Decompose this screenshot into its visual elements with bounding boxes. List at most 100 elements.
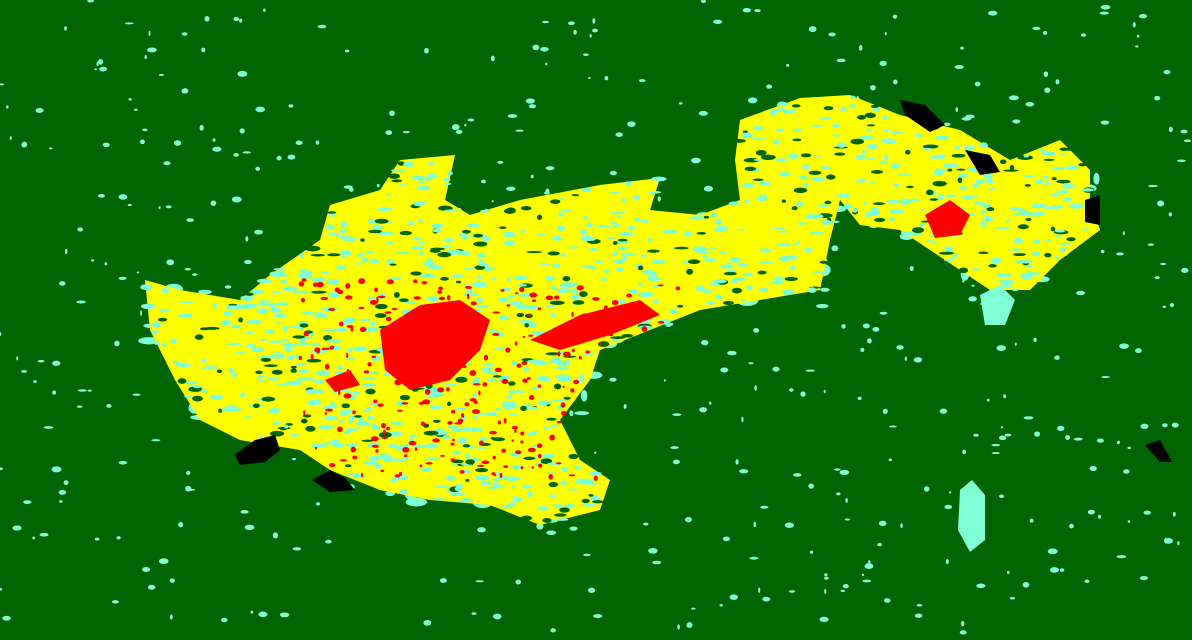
mottling-patch [241,303,258,308]
low-severity-speck [1169,303,1175,308]
mottling-patch [423,430,439,436]
high-severity-speck [469,398,477,402]
low-severity-speck [224,285,232,289]
mottling-patch [508,301,523,306]
low-severity-speck [102,142,110,148]
mottling-patch [742,130,749,134]
mottling-patch [574,465,582,470]
mottling-patch [901,202,907,206]
low-severity-speck [862,579,872,583]
mottling-patch [801,175,808,179]
low-severity-speck [592,28,598,33]
high-severity-speck [371,444,379,448]
mottling-patch [793,128,803,133]
mottling-patch [947,168,953,172]
low-severity-speck [128,98,132,101]
mottling-patch [455,376,468,383]
mottling-patch [1061,183,1076,189]
mottling-patch [790,255,797,260]
high-severity-speck [501,448,507,453]
low-severity-speck [663,379,666,382]
high-severity-speck [450,458,456,462]
low-severity-speck [1089,465,1097,472]
low-severity-speck [467,118,475,122]
low-severity-speck [1100,4,1111,10]
mottling-patch [982,217,995,222]
high-severity-speck [428,351,434,356]
low-severity-speck [1029,518,1034,523]
mottling-patch [927,239,933,243]
mottling-patch [744,166,756,172]
mottling-patch [338,419,343,424]
high-severity-speck [428,331,437,335]
high-severity-speck [312,282,318,287]
low-severity-speck [670,446,679,450]
mottling-patch [411,246,424,250]
mottling-patch [719,250,728,254]
mottling-patch [621,333,634,338]
mottling-patch [1068,203,1084,209]
mottling-patch [476,297,484,303]
low-severity-speck [253,229,263,235]
low-severity-speck [709,401,712,406]
mottling-patch [341,236,358,242]
high-severity-speck [466,293,470,300]
low-severity-speck [961,620,965,627]
high-severity-speck [439,350,444,356]
mottling-patch [1017,155,1033,160]
mottling-patch [521,229,526,233]
mottling-patch [1066,237,1076,242]
mottling-patch [912,227,925,234]
low-severity-speck [949,491,952,494]
low-severity-speck [955,107,959,113]
high-patch-small [325,370,360,392]
mottling-patch [157,317,168,322]
high-severity-speck [337,375,341,378]
mottling-patch [537,214,543,221]
low-severity-speck [106,403,112,408]
low-severity-speck [35,108,44,114]
low-severity-speck [276,155,282,161]
mottling-patch [339,409,353,415]
mottling-patch [201,358,207,363]
low-severity-speck [250,610,254,614]
mottling-patch [954,145,961,150]
mottling-patch [553,504,563,508]
mottling-patch [982,203,991,209]
mottling-patch [689,216,705,220]
high-severity-speck [585,350,591,354]
mottling-patch [443,237,454,243]
mottling-patch [865,212,871,218]
mottling-patch [560,466,569,471]
mottling-patch [778,230,788,233]
low-severity-speck [212,146,222,152]
mottling-patch [549,494,557,498]
mottling-patch [775,128,785,133]
mottling-patch [1044,252,1052,258]
mottling-patch [417,185,430,191]
mottling-patch [1020,273,1034,277]
mottling-patch [816,154,822,158]
high-severity-speck [641,326,648,332]
mottling-patch [313,379,324,384]
low-severity-speck [114,340,120,347]
low-severity-speck [1143,510,1151,515]
mottling-patch [957,173,969,178]
high-severity-speck [419,464,423,468]
low-severity-speck [939,408,948,414]
mottling-patch [638,265,644,271]
mottling-patch [523,456,536,460]
mottling-patch [620,252,637,256]
mottling-patch [514,390,526,394]
mottling-patch [269,430,285,437]
low-severity-speck [1177,540,1180,546]
low-severity-speck [943,122,951,127]
low-severity-speck [1119,343,1129,349]
low-severity-speck [879,60,887,66]
mottling-patch [1024,184,1032,187]
mottling-patch [551,357,563,364]
high-severity-speck [408,440,417,446]
mottling-patch [371,423,377,430]
mottling-patch [1009,164,1015,171]
high-severity-speck [410,365,413,371]
